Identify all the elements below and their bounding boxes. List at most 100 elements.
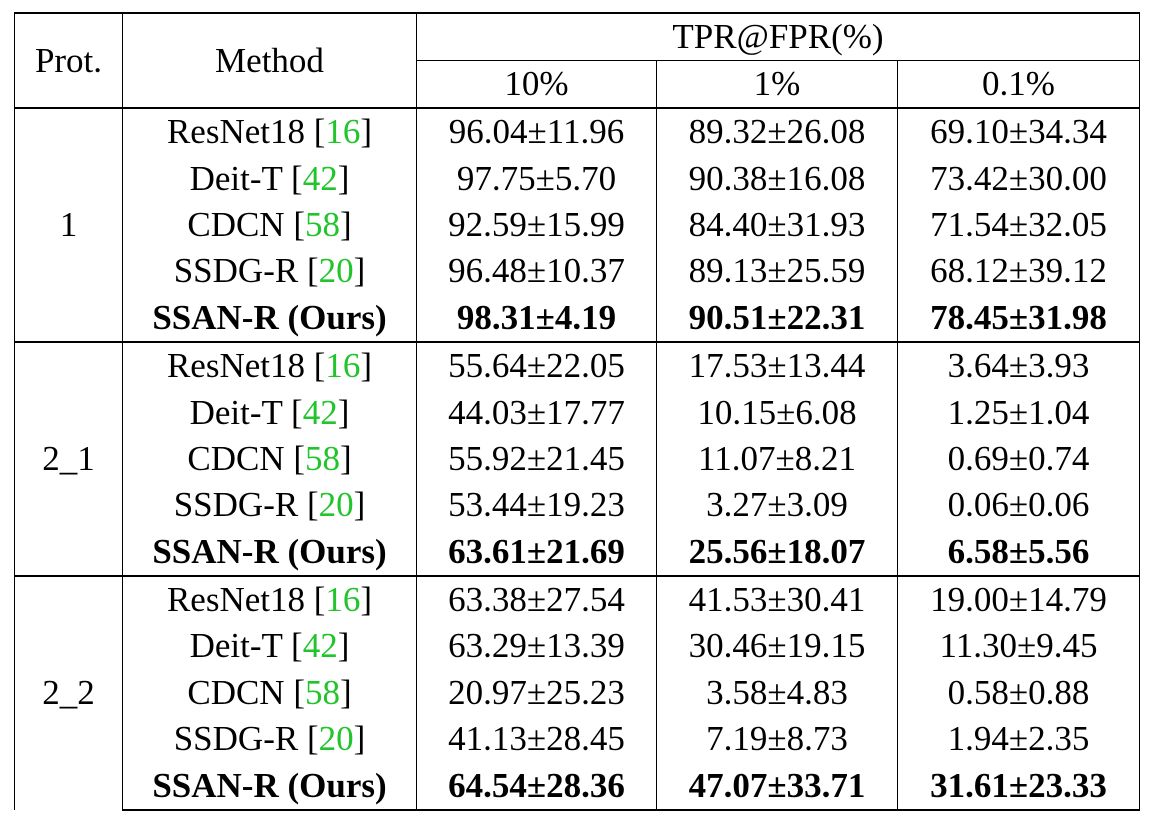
value-cell: 68.12±39.12 xyxy=(896,248,1141,295)
method-cell: CDCN [58] xyxy=(122,435,417,483)
method-name: Deit-T xyxy=(189,158,283,198)
table-row: SSAN-R (Ours) 64.54±28.36 47.07±33.71 31.61… xyxy=(15,762,1141,811)
method-name: Deit-T xyxy=(189,392,283,432)
method-cell: SSDG-R [20] xyxy=(122,248,417,295)
value-cell: 0.69±0.74 xyxy=(896,435,1141,483)
value-cell: 7.19±8.73 xyxy=(656,716,898,763)
table-row: SSDG-R [20] 96.48±10.37 89.13±25.59 68.12±3… xyxy=(15,248,1141,295)
value-cell: 0.06±0.06 xyxy=(896,482,1141,529)
value-cell: 41.13±28.45 xyxy=(416,716,657,763)
value-cell: 89.32±26.08 xyxy=(656,106,898,156)
method-name: CDCN xyxy=(187,672,285,712)
value-cell: 90.38±16.08 xyxy=(656,155,898,202)
value-cell: 90.51±22.31 xyxy=(656,294,898,342)
table-row: SSDG-R [20] 53.44±19.23 3.27±3.09 0.06±0.06 xyxy=(15,482,1141,529)
value-cell: 63.29±13.39 xyxy=(416,623,657,670)
table-row: CDCN [58] 20.97±25.23 3.58±4.83 0.58±0.88 xyxy=(15,669,1141,717)
method-name: Deit-T xyxy=(189,626,283,666)
value-cell: 20.97±25.23 xyxy=(416,669,657,717)
citation-link[interactable]: 20 xyxy=(318,719,354,759)
method-cell: Deit-T [42] xyxy=(122,155,417,202)
value-cell: 96.48±10.37 xyxy=(416,248,657,295)
method-cell: SSAN-R (Ours) xyxy=(122,762,417,811)
method-cell: SSDG-R [20] xyxy=(122,716,417,763)
citation-link[interactable]: 42 xyxy=(302,158,338,198)
value-cell: 10.15±6.08 xyxy=(656,389,898,436)
header-fpr-0-1: 0.1% xyxy=(896,60,1141,108)
value-cell: 25.56±18.07 xyxy=(656,528,898,576)
value-cell: 3.27±3.09 xyxy=(656,482,898,529)
citation-link[interactable]: 16 xyxy=(325,580,361,620)
method-cell: CDCN [58] xyxy=(122,669,417,717)
value-cell: 11.30±9.45 xyxy=(896,623,1141,670)
citation-link[interactable]: 42 xyxy=(302,392,338,432)
protocol-cell: 2_2 xyxy=(14,574,123,810)
value-cell: 92.59±15.99 xyxy=(416,201,657,249)
method-cell: ResNet18 [16] xyxy=(122,574,417,624)
value-cell: 64.54±28.36 xyxy=(416,762,657,811)
header-fpr-10: 10% xyxy=(416,60,657,108)
value-cell: 98.31±4.19 xyxy=(416,294,657,342)
method-name: SSDG-R xyxy=(173,251,299,291)
table-row: Deit-T [42] 97.75±5.70 90.38±16.08 73.42±30… xyxy=(15,155,1141,202)
method-name: SSDG-R xyxy=(173,719,299,759)
citation-link[interactable]: 58 xyxy=(305,672,340,712)
method-cell: SSDG-R [20] xyxy=(122,482,417,529)
value-cell: 96.04±11.96 xyxy=(416,106,657,156)
value-cell: 19.00±14.79 xyxy=(896,574,1141,624)
table-row: SSAN-R (Ours) 98.31±4.19 90.51±22.31 78.45±… xyxy=(15,294,1141,342)
header-metric-group: TPR@FPR(%) xyxy=(415,12,1141,61)
method-cell: ResNet18 [16] xyxy=(122,106,417,156)
table-row: 1 ResNet18 [16] 96.04±11.96 89.32±26.08 69.1… xyxy=(14,106,1141,342)
table-body: 1 ResNet18 [16] 96.04±11.96 89.32±26.08 69.1… xyxy=(14,106,1141,811)
protocol-cell: 2_1 xyxy=(14,340,123,576)
method-name: ResNet18 xyxy=(166,346,305,386)
table-row: CDCN [58] 92.59±15.99 84.40±31.93 71.54±32.… xyxy=(15,201,1141,249)
table-row: CDCN [58] 55.92±21.45 11.07±8.21 0.69±0.74 xyxy=(15,435,1141,483)
citation-link[interactable]: 16 xyxy=(325,112,361,152)
value-cell: 55.64±22.05 xyxy=(416,340,657,390)
value-cell: 1.25±1.04 xyxy=(896,389,1141,436)
citation-link[interactable]: 20 xyxy=(318,251,354,291)
citation-link[interactable]: 42 xyxy=(302,626,338,666)
value-cell: 44.03±17.77 xyxy=(416,389,657,436)
citation-link[interactable]: 20 xyxy=(318,485,354,525)
method-name: CDCN xyxy=(187,438,285,478)
value-cell: 89.13±25.59 xyxy=(656,248,898,295)
value-cell: 3.58±4.83 xyxy=(656,669,898,717)
method-cell: Deit-T [42] xyxy=(122,623,417,670)
value-cell: 71.54±32.05 xyxy=(896,201,1141,249)
method-cell: SSAN-R (Ours) xyxy=(122,528,417,576)
value-cell: 47.07±33.71 xyxy=(656,762,898,811)
method-name: ResNet18 xyxy=(166,112,305,152)
citation-link[interactable]: 58 xyxy=(305,204,340,244)
method-name: CDCN xyxy=(187,204,285,244)
protocol-cell: 1 xyxy=(14,107,123,342)
value-cell: 11.07±8.21 xyxy=(656,435,898,483)
citation-link[interactable]: 58 xyxy=(305,438,340,478)
value-cell: 55.92±21.45 xyxy=(416,435,657,483)
table-row: SSAN-R (Ours) 63.61±21.69 25.56±18.07 6.58±… xyxy=(15,528,1141,576)
value-cell: 3.64±3.93 xyxy=(896,340,1141,390)
method-name: ResNet18 xyxy=(166,580,305,620)
value-cell: 31.61±23.33 xyxy=(896,762,1141,811)
table-row: Deit-T [42] 44.03±17.77 10.15±6.08 1.25±1.0… xyxy=(15,389,1141,436)
value-cell: 69.10±34.34 xyxy=(896,106,1141,156)
value-cell: 78.45±31.98 xyxy=(896,294,1141,342)
value-cell: 6.58±5.56 xyxy=(896,528,1141,576)
value-cell: 41.53±30.41 xyxy=(656,574,898,624)
header-method: Method xyxy=(122,12,417,108)
value-cell: 97.75±5.70 xyxy=(416,155,657,202)
method-name: SSAN-R (Ours) xyxy=(152,531,387,571)
value-cell: 84.40±31.93 xyxy=(656,201,898,249)
method-name: SSAN-R (Ours) xyxy=(152,765,387,805)
method-cell: Deit-T [42] xyxy=(122,389,417,436)
citation-link[interactable]: 16 xyxy=(325,346,361,386)
method-name: SSDG-R xyxy=(173,485,299,525)
value-cell: 53.44±19.23 xyxy=(416,482,657,529)
value-cell: 73.42±30.00 xyxy=(896,155,1141,202)
method-cell: ResNet18 [16] xyxy=(122,340,417,390)
value-cell: 63.61±21.69 xyxy=(416,528,657,576)
table-row: 2_1 ResNet18 [16] 55.64±22.05 17.53±13.44 3.… xyxy=(14,340,1141,576)
table-row: SSDG-R [20] 41.13±28.45 7.19±8.73 1.94±2.35 xyxy=(15,716,1141,763)
